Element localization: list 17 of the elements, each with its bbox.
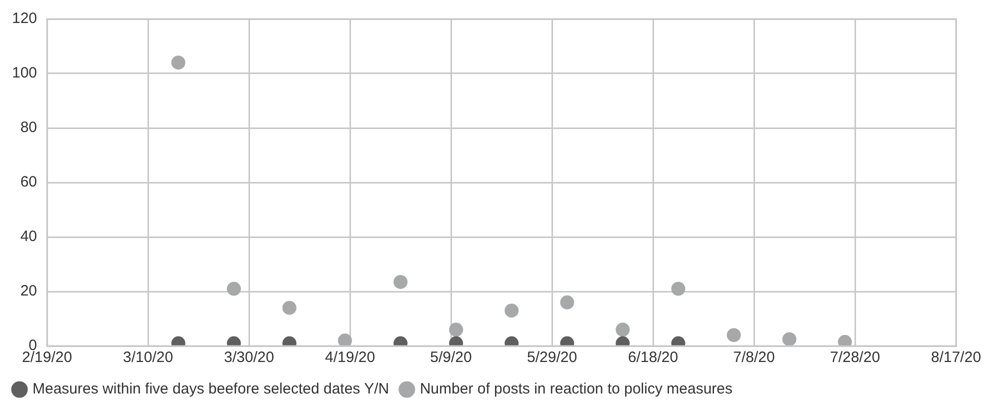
y-tick-label: 120 (12, 10, 38, 28)
legend-label: Measures within five days beefore selected dates Y/N (32, 380, 390, 398)
x-tick-label: 8/17/20 (930, 349, 982, 366)
legend-label: Number of posts in reaction to policy measures (420, 380, 733, 398)
x-tick-label: 5/29/20 (526, 349, 578, 366)
x-tick-label: 7/28/20 (830, 349, 880, 366)
x-tick-label: 4/19/20 (324, 349, 376, 366)
x-tick-label: 3/30/20 (224, 349, 274, 366)
y-tick-label: 60 (20, 174, 38, 191)
y-tick-label: 80 (20, 119, 38, 136)
x-tick-label: 5/9/20 (430, 349, 472, 366)
x-tick-label: 7/8/20 (733, 349, 775, 366)
y-tick-label: 100 (12, 64, 38, 82)
y-tick-label: 40 (20, 228, 38, 246)
y-tick-label: 20 (20, 282, 38, 300)
x-tick-label: 6/18/20 (628, 349, 678, 366)
x-tick-label: 3/10/20 (123, 349, 174, 366)
